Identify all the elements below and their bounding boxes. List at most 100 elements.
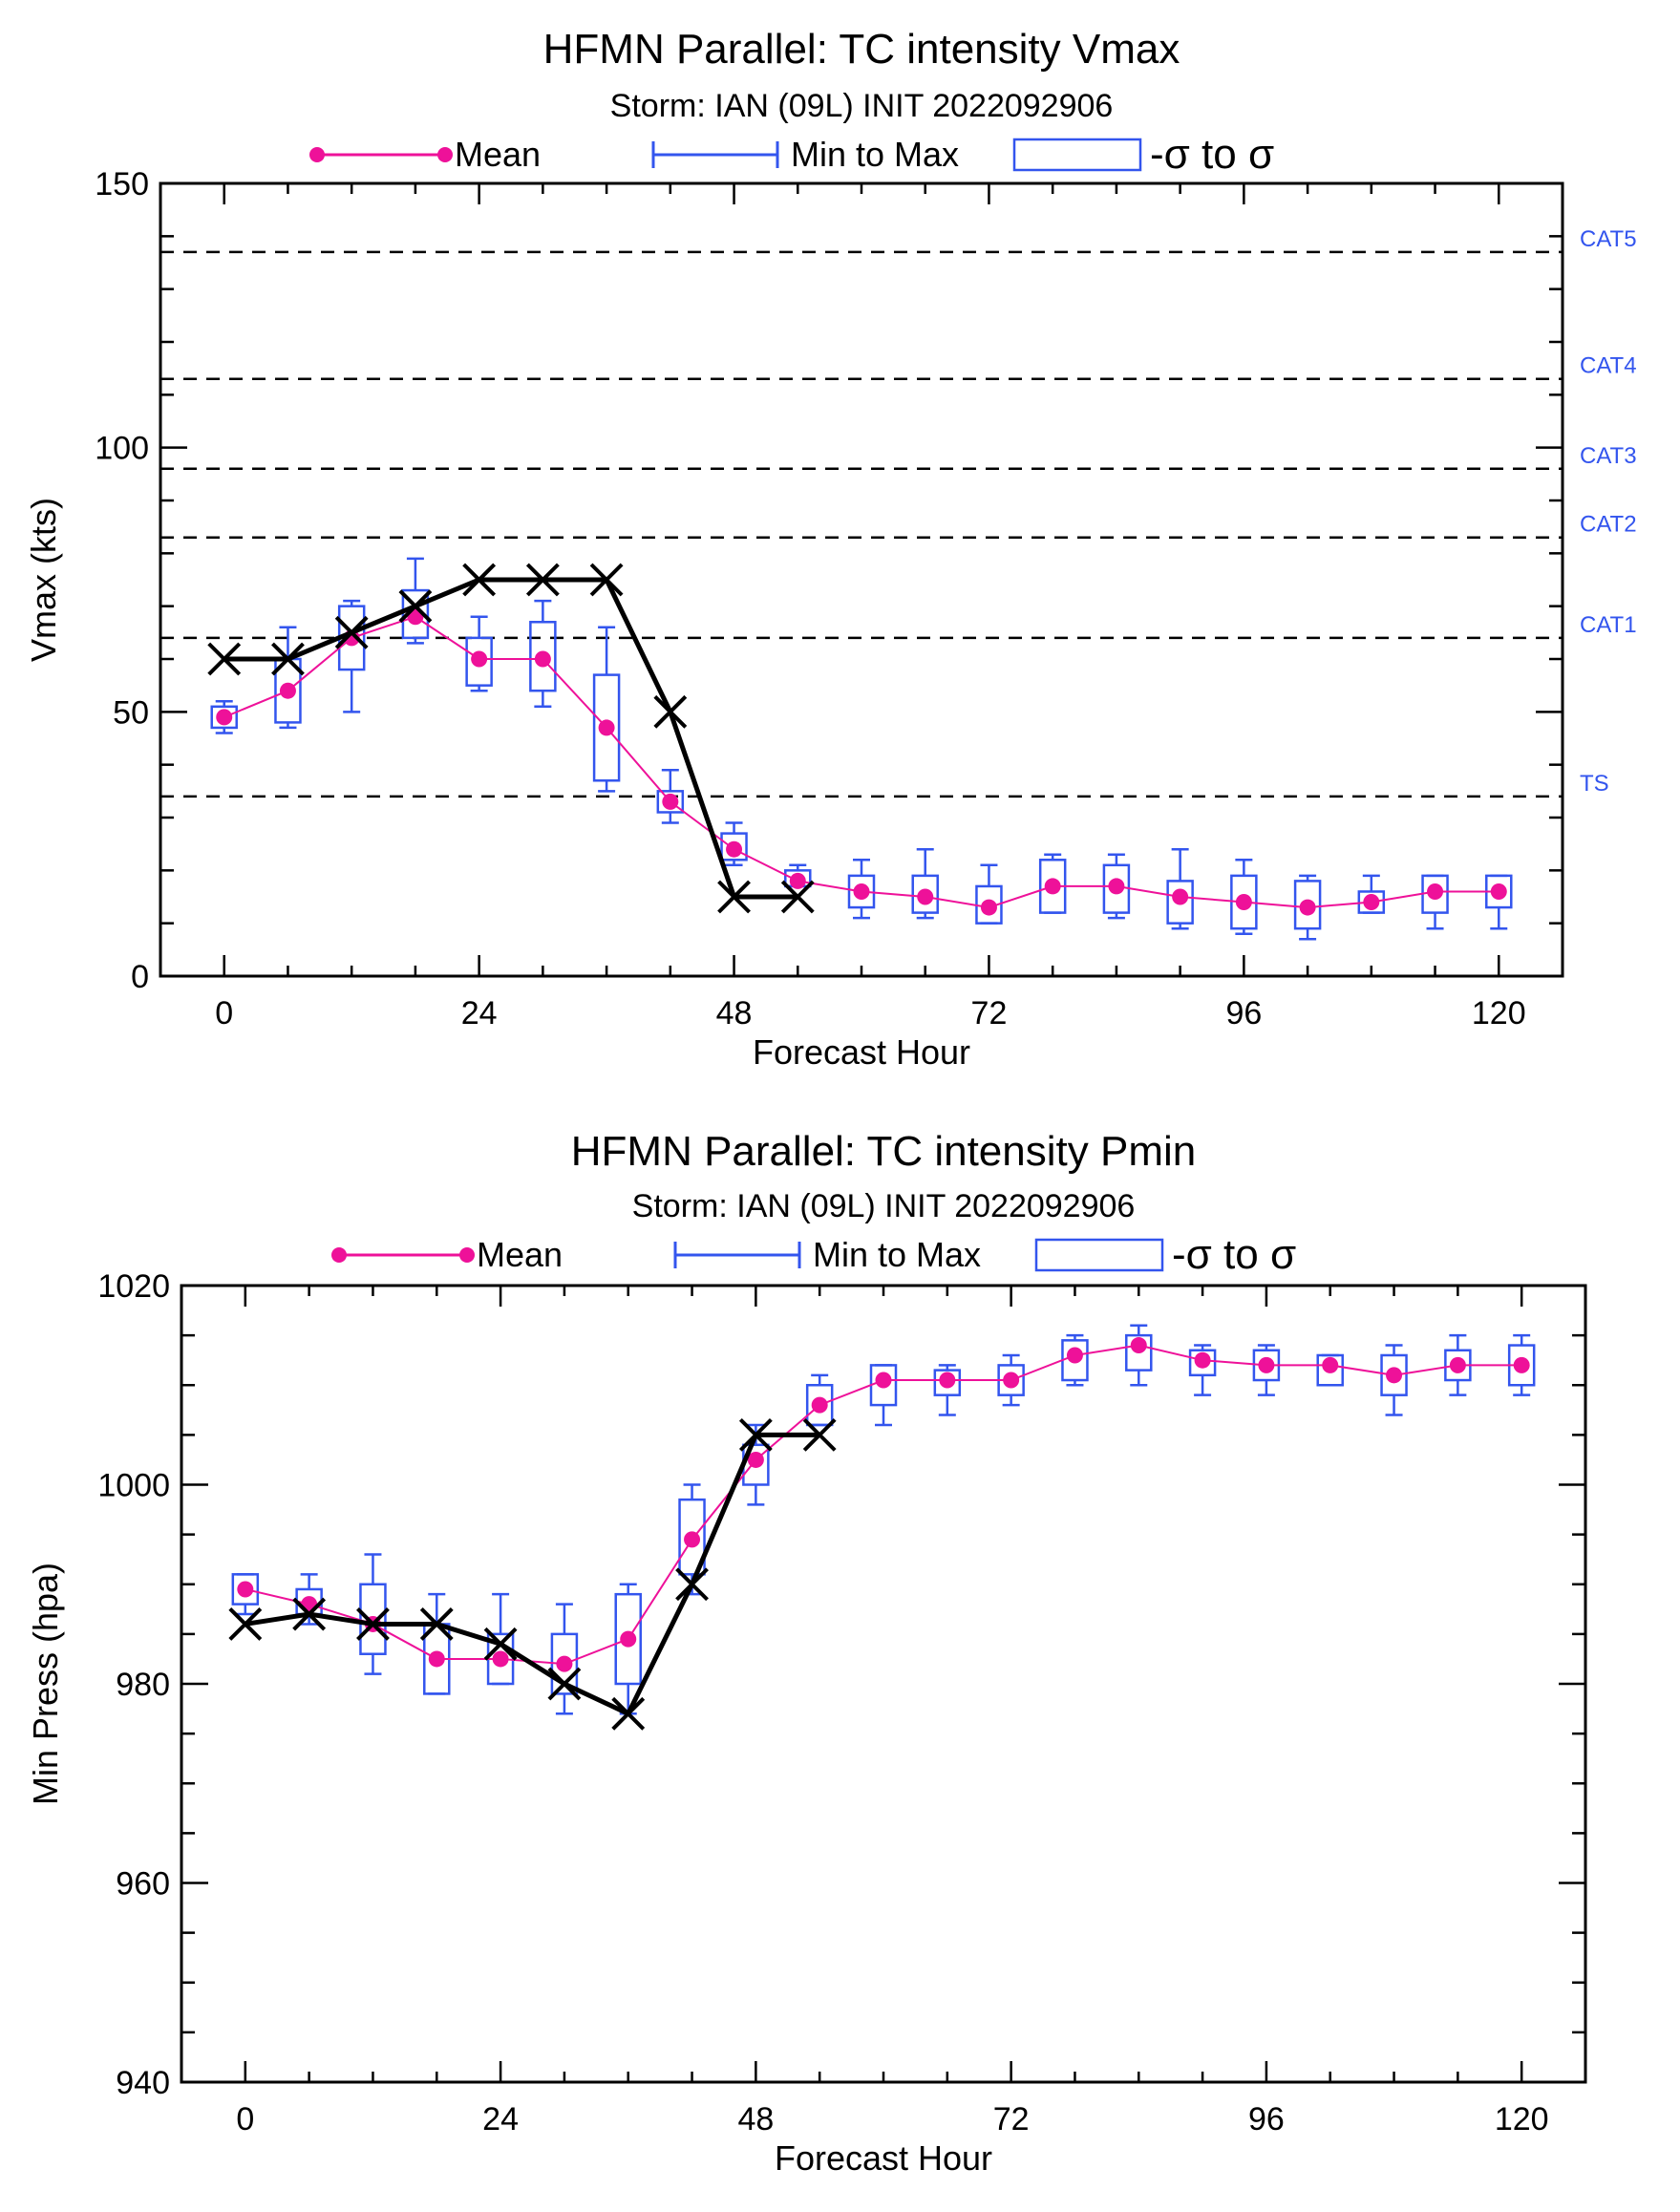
observed-point xyxy=(483,1627,518,1661)
range-whisker xyxy=(401,557,430,645)
range-whisker xyxy=(1316,1353,1344,1387)
mean-point xyxy=(1299,899,1316,916)
sigma-box xyxy=(933,1369,962,1396)
sigma-box xyxy=(231,1573,260,1606)
legend-mean-marker xyxy=(331,1247,347,1263)
observed-marker-stroke xyxy=(292,1597,327,1631)
observed-marker-stroke xyxy=(228,1607,263,1641)
mean-point xyxy=(1258,1356,1275,1373)
mean-point xyxy=(1386,1367,1403,1384)
observed-marker-stroke xyxy=(675,1567,709,1602)
range-whisker xyxy=(1188,1344,1217,1396)
observed-point xyxy=(675,1567,709,1602)
range-whisker xyxy=(1357,874,1386,914)
mean-point xyxy=(1172,888,1189,905)
range-whisker xyxy=(423,1592,451,1695)
sigma-box xyxy=(1188,1349,1217,1377)
range-whisker xyxy=(231,1573,260,1616)
range-whisker xyxy=(1166,847,1194,930)
legend-range-label: Min to Max xyxy=(813,1235,981,1274)
mean-point xyxy=(216,709,233,726)
chart-title: HFMN Parallel: TC intensity Pmin xyxy=(571,1128,1196,1175)
mean-point xyxy=(875,1372,892,1389)
y-tick-label: 1000 xyxy=(97,1468,170,1504)
observed-marker-stroke xyxy=(483,1627,518,1661)
sigma-box xyxy=(210,705,238,730)
mean-point xyxy=(1194,1351,1211,1369)
x-tick-label: 48 xyxy=(716,995,753,1032)
reference-label-cat2: CAT2 xyxy=(1580,512,1637,538)
range-whisker xyxy=(1485,874,1513,930)
x-tick-label: 96 xyxy=(1248,2101,1285,2138)
x-axis-label: Forecast Hour xyxy=(753,1032,970,1072)
observed-marker-stroke xyxy=(419,1607,454,1641)
mean-point xyxy=(1490,883,1507,900)
observed-marker-stroke xyxy=(462,563,497,597)
x-tick-label: 24 xyxy=(482,2101,519,2138)
sigma-box xyxy=(1357,890,1386,914)
observed-marker-stroke xyxy=(271,642,305,676)
observed-marker-stroke xyxy=(525,563,560,597)
observed-marker-stroke xyxy=(780,880,815,914)
mean-point xyxy=(471,650,488,668)
sigma-box xyxy=(1230,874,1258,930)
legend-mean-label: Mean xyxy=(477,1235,563,1274)
mean-point xyxy=(428,1650,445,1668)
y-tick-label: 150 xyxy=(95,166,149,202)
y-tick-label: 980 xyxy=(116,1667,170,1703)
observed-point xyxy=(525,563,560,597)
sigma-box xyxy=(805,1384,834,1427)
mean-point xyxy=(1003,1372,1020,1389)
mean-point xyxy=(1044,878,1061,895)
mean-point xyxy=(1108,878,1125,895)
reference-label-ts: TS xyxy=(1580,771,1609,797)
mean-point xyxy=(726,840,743,858)
range-whisker xyxy=(274,626,302,730)
y-tick-label: 100 xyxy=(95,431,149,467)
sigma-box xyxy=(1316,1353,1344,1387)
y-tick-label: 0 xyxy=(131,959,149,995)
y-tick-label: 1020 xyxy=(97,1268,170,1305)
observed-point xyxy=(653,694,688,729)
observed-point xyxy=(398,589,433,624)
x-tick-label: 120 xyxy=(1472,995,1526,1032)
observed-marker-stroke xyxy=(802,1417,837,1452)
mean-point xyxy=(598,719,615,736)
range-whisker xyxy=(210,700,238,734)
legend-mean-marker xyxy=(437,147,453,162)
mean-point xyxy=(1130,1337,1147,1354)
mean-point xyxy=(620,1630,637,1648)
observed-point xyxy=(547,1667,582,1701)
plot-frame xyxy=(159,181,1564,978)
observed-point xyxy=(356,1607,390,1641)
observed-point xyxy=(738,1417,773,1452)
legend: Mean Min to Max -σ to σ xyxy=(309,131,1274,178)
sigma-box xyxy=(678,1498,706,1576)
sigma-box xyxy=(359,1583,387,1655)
reference-label-cat4: CAT4 xyxy=(1580,353,1637,379)
mean-point xyxy=(1449,1356,1466,1373)
y-tick-label: 960 xyxy=(116,1866,170,1903)
mean-point xyxy=(534,650,551,668)
sigma-box xyxy=(614,1592,642,1686)
range-whisker xyxy=(1380,1344,1408,1416)
mean-point xyxy=(789,872,806,889)
range-whisker xyxy=(1293,874,1322,941)
mean-point xyxy=(917,888,934,905)
mean-point xyxy=(1322,1356,1339,1373)
observed-marker-stroke xyxy=(738,1417,773,1452)
observed-point xyxy=(780,880,815,914)
range-whisker xyxy=(911,847,939,920)
sigma-box xyxy=(1380,1353,1408,1396)
range-whisker xyxy=(337,599,366,713)
sigma-box xyxy=(847,874,876,909)
sigma-box xyxy=(656,790,685,814)
sigma-box xyxy=(911,874,939,914)
y-axis-label: Min Press (hpa) xyxy=(26,1563,65,1805)
observed-point xyxy=(611,1696,646,1731)
sigma-box xyxy=(720,832,748,861)
mean-point xyxy=(1235,894,1252,911)
chart-panel-2: HFMN Parallel: TC intensity Pmin Storm: I… xyxy=(26,1128,1587,2178)
sigma-box xyxy=(465,636,493,687)
legend: Mean Min to Max -σ to σ xyxy=(331,1231,1296,1278)
